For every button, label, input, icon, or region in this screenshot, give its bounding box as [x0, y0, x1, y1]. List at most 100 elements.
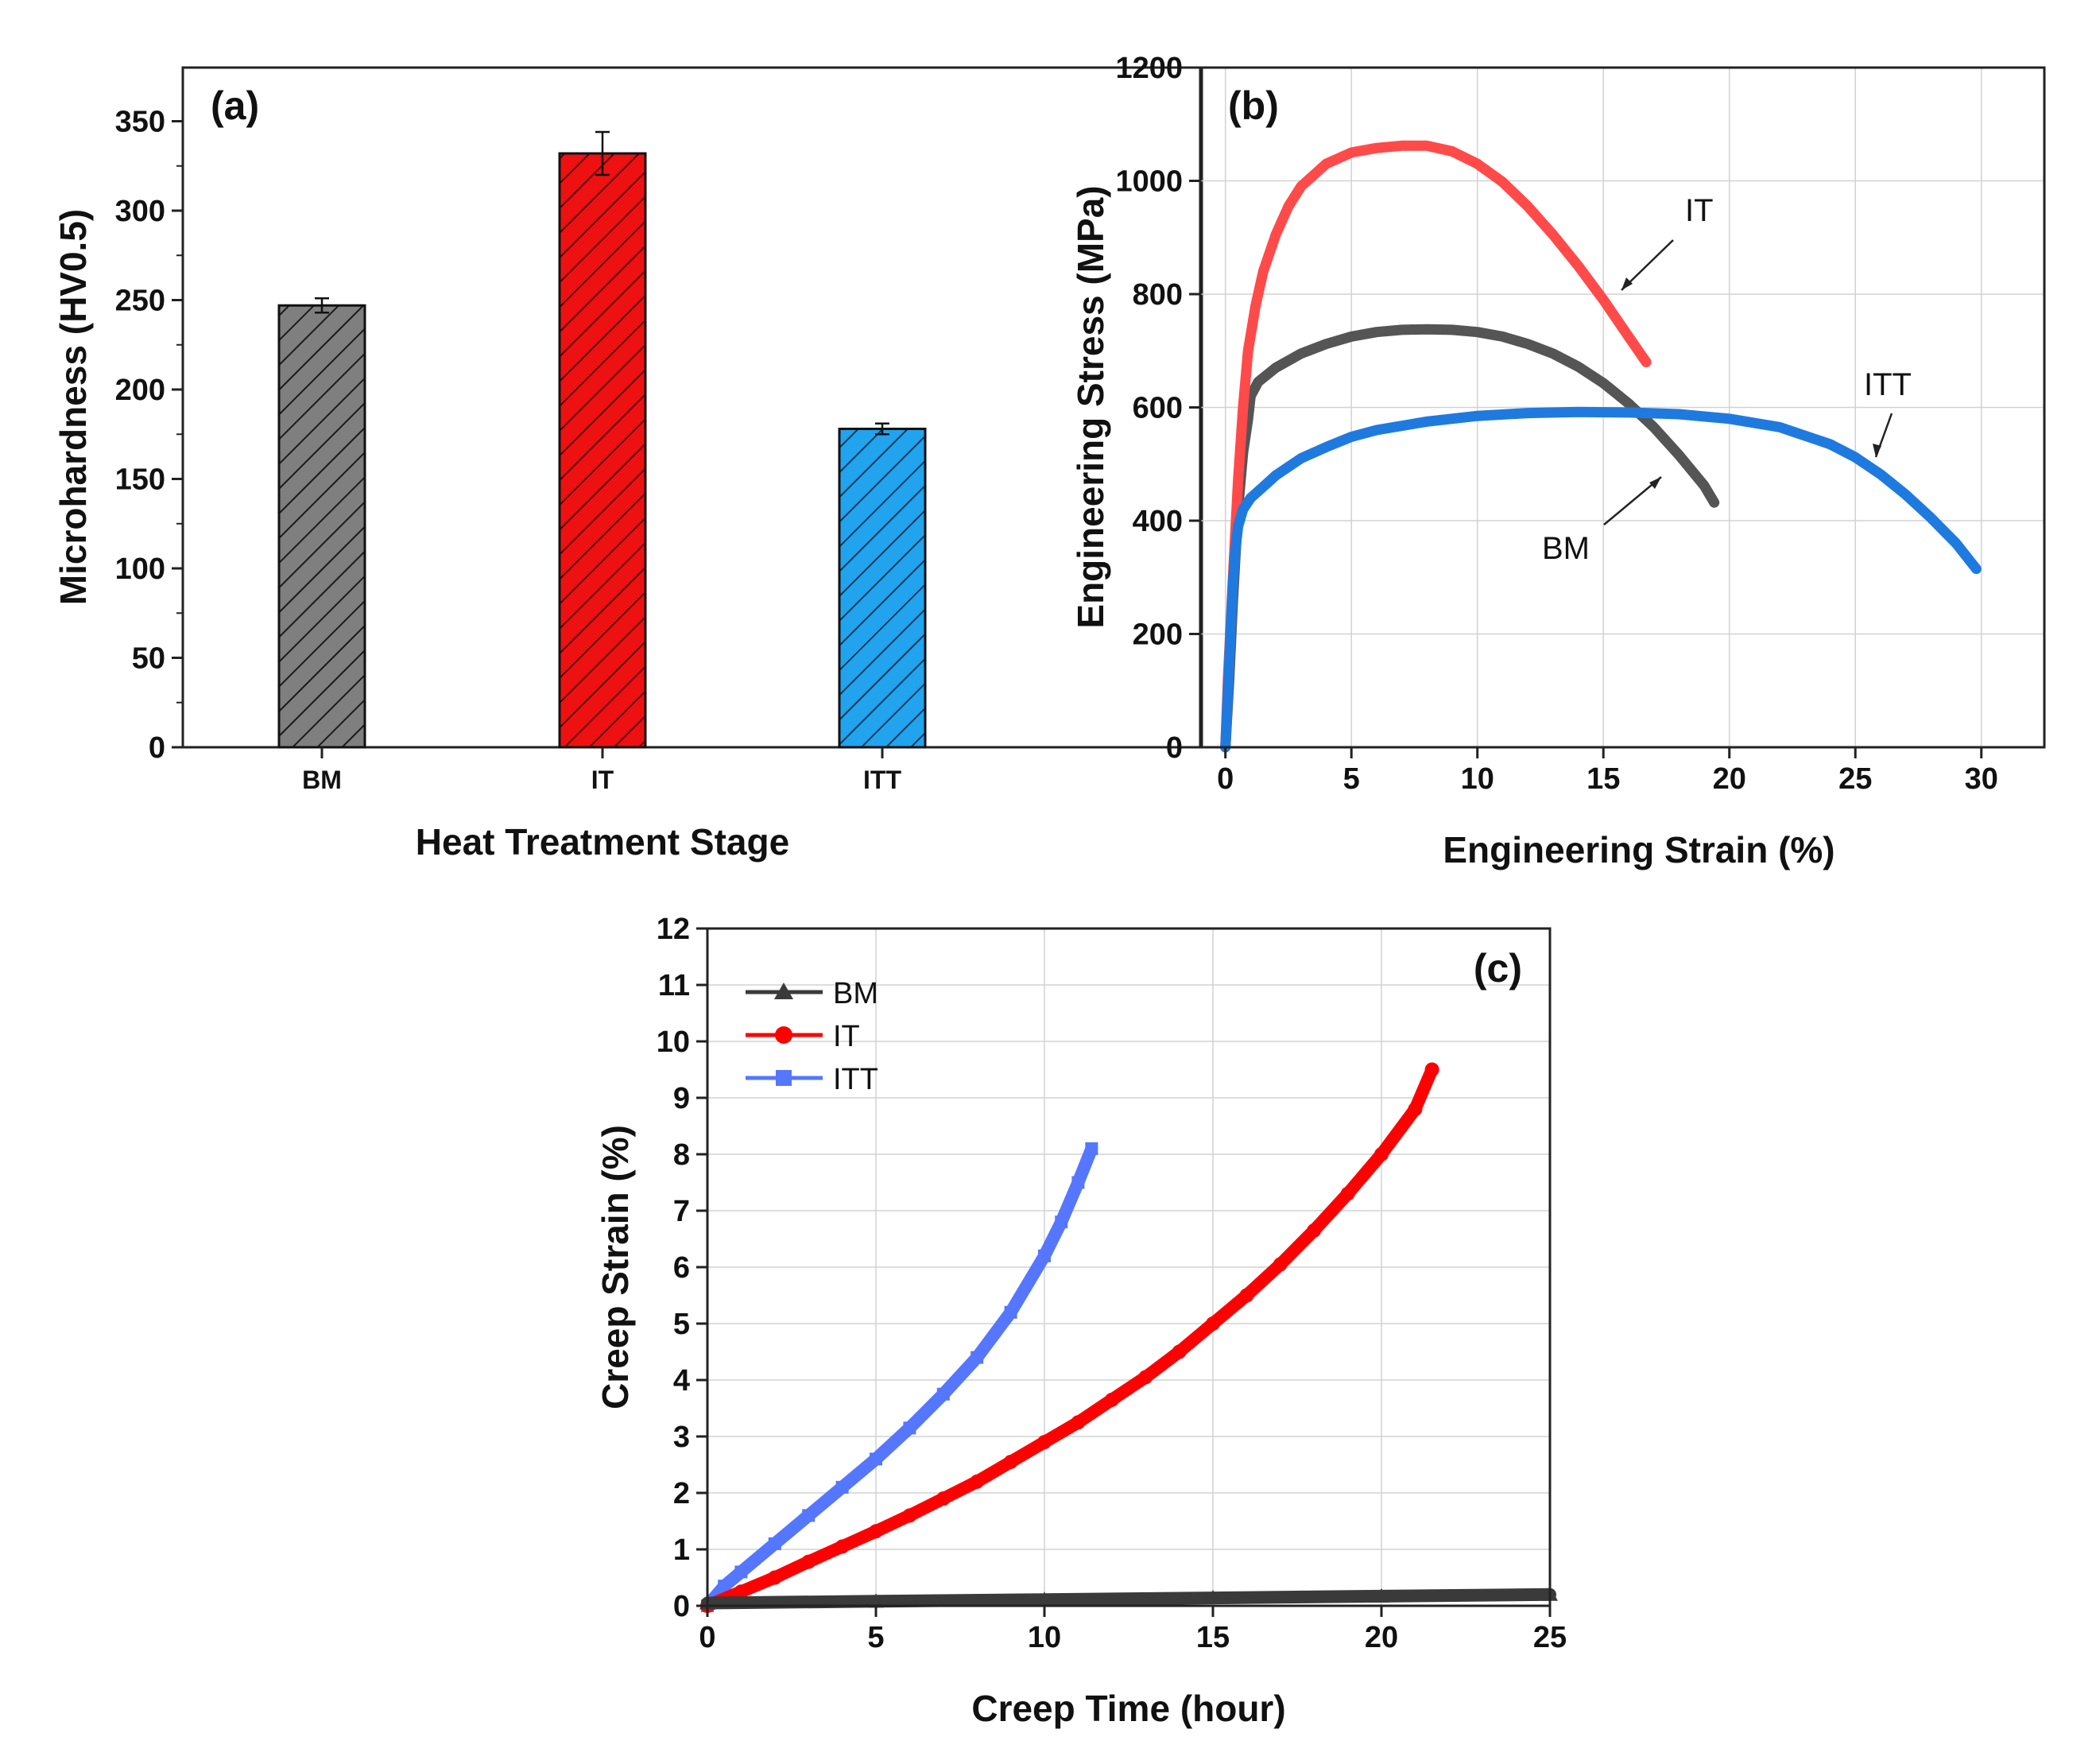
tensile-point-bm — [1523, 339, 1533, 349]
creep-curve-itt — [701, 1142, 1098, 1612]
panel-b-x-axis: 0 5 10 15 20 25 30 — [1217, 747, 1998, 796]
tensile-point-it — [1296, 181, 1306, 192]
tensile-point-itt — [1472, 411, 1482, 421]
panel-c-x-axis-title: Creep Time (hour) — [971, 1688, 1285, 1729]
tensile-point-it — [1233, 476, 1243, 487]
c-ytick-label: 4 — [673, 1364, 690, 1398]
tensile-point-itt — [1222, 685, 1233, 696]
tensile-point-itt — [1825, 439, 1835, 449]
creep-point-it — [1239, 1288, 1254, 1303]
creep-point-bm — [1205, 1590, 1221, 1605]
tensile-point-bm — [1422, 324, 1432, 335]
creep-point-it — [1273, 1257, 1288, 1272]
creep-point-bm — [1373, 1588, 1389, 1603]
a-ytick-label: 0 — [149, 731, 165, 765]
tensile-point-it — [1523, 201, 1533, 211]
b-xtick-label: 10 — [1461, 762, 1494, 796]
creep-point-it — [767, 1570, 782, 1585]
tensile-point-it — [1346, 147, 1357, 157]
creep-point-it — [970, 1474, 985, 1489]
creep-point-it — [1206, 1316, 1220, 1331]
tensile-point-itt — [1296, 453, 1306, 463]
callout-itt-arrowhead — [1873, 444, 1881, 457]
tensile-curve-it — [1220, 140, 1652, 753]
tensile-point-itt — [1238, 504, 1248, 514]
tensile-point-it — [1271, 230, 1281, 240]
panel-a-bar-chart: 0 50 100 150 200 250 300 350 BM IT ITT (a) Heat T… — [52, 66, 1203, 863]
creep-point-it — [869, 1524, 883, 1539]
b-xtick-label: 25 — [1838, 762, 1872, 796]
c-ytick-label: 5 — [673, 1308, 690, 1341]
panel-a-letter: (a) — [211, 83, 259, 128]
creep-point-itt — [802, 1509, 816, 1522]
a-ytick-label: 100 — [115, 552, 165, 586]
c-xtick-label: 10 — [1028, 1621, 1061, 1654]
tensile-point-itt — [1900, 490, 1911, 500]
creep-point-itt — [1071, 1176, 1085, 1189]
a-ytick-label: 350 — [115, 106, 165, 139]
creep-point-itt — [870, 1452, 882, 1466]
tensile-series-bm — [1220, 324, 1720, 753]
tensile-point-bm — [1447, 324, 1457, 335]
b-ytick-label: 0 — [1166, 731, 1183, 765]
creep-point-itt — [903, 1421, 916, 1435]
tensile-point-it — [1447, 146, 1457, 157]
legend-item-bm: BM — [746, 977, 878, 1010]
tensile-point-itt — [1573, 407, 1583, 417]
creep-point-it — [1408, 1102, 1423, 1117]
a-ytick-label: 250 — [115, 285, 165, 318]
tensile-point-bm — [1598, 378, 1609, 388]
panel-b-tensile-chart: 0 200 400 600 800 1000 1200 0 5 10 15 20 25 30 (b) E… — [1070, 52, 2046, 870]
tensile-point-it — [1250, 300, 1261, 311]
c-ytick-label: 12 — [657, 913, 690, 946]
tensile-point-itt — [1850, 452, 1861, 463]
tensile-point-itt — [1951, 538, 1961, 549]
tensile-series-it — [1220, 140, 1652, 753]
tensile-point-itt — [1258, 482, 1269, 492]
panel-b-letter: (b) — [1228, 83, 1279, 128]
creep-curve-bm — [701, 1588, 1556, 1610]
a-xtick-label-itt: ITT — [863, 766, 901, 794]
creep-point-it — [835, 1539, 850, 1554]
tensile-curve-itt — [1220, 406, 1982, 753]
tensile-point-itt — [1246, 493, 1256, 503]
c-ytick-label: 0 — [673, 1590, 690, 1623]
c-ytick-label: 7 — [673, 1195, 690, 1228]
c-ytick-label: 2 — [673, 1477, 690, 1510]
creep-point-bm — [868, 1593, 884, 1608]
legend-label-it: IT — [833, 1020, 860, 1053]
tensile-point-it — [1472, 159, 1482, 169]
callout-itt-label: ITT — [1864, 367, 1912, 402]
creep-point-it — [1307, 1223, 1322, 1238]
panel-b-y-axis: 0 200 400 600 800 1000 1200 — [1115, 52, 1200, 765]
creep-series-bm — [699, 1586, 1558, 1610]
c-ytick-label: 10 — [657, 1025, 690, 1059]
a-xtick-label-bm: BM — [302, 766, 342, 794]
c-ytick-label: 1 — [673, 1533, 690, 1567]
tensile-point-bm — [1321, 339, 1331, 349]
legend-square-icon — [776, 1070, 792, 1086]
creep-point-itt — [768, 1537, 781, 1550]
c-ytick-label: 8 — [673, 1138, 690, 1172]
panel-a-x-axis: BM IT ITT — [302, 747, 901, 794]
tensile-curve-bm — [1220, 324, 1720, 753]
panel-c-y-axis-title: Creep Strain (%) — [595, 1125, 636, 1409]
b-xtick-label: 15 — [1587, 762, 1620, 796]
creep-point-it — [734, 1584, 749, 1599]
callout-it-arrowhead — [1621, 277, 1633, 290]
b-ytick-label: 1000 — [1115, 165, 1183, 199]
legend-label-bm: BM — [833, 977, 878, 1010]
creep-point-itt — [718, 1580, 731, 1593]
tensile-point-itt — [1926, 513, 1936, 523]
c-xtick-label: 25 — [1533, 1621, 1567, 1654]
tensile-point-itt — [1271, 471, 1281, 480]
c-ytick-label: 11 — [658, 969, 690, 1002]
tensile-point-itt — [1321, 442, 1331, 452]
tensile-point-itt — [1623, 407, 1633, 417]
c-xtick-label: 20 — [1365, 1621, 1398, 1654]
legend-item-itt: ITT — [746, 1063, 878, 1096]
a-xtick-label-it: IT — [591, 766, 614, 794]
tensile-point-it — [1238, 402, 1248, 413]
